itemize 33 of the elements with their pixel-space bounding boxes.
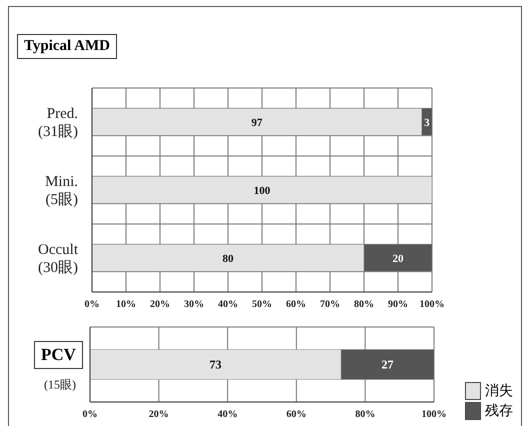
x-tick-label: 40%: [218, 409, 238, 420]
x-tick-label: 70%: [320, 299, 340, 310]
legend-label: 消失: [485, 382, 513, 400]
data-label: 80: [222, 252, 234, 265]
x-tick-label: 20%: [148, 409, 169, 420]
x-tick-label: 80%: [354, 299, 374, 310]
data-label: 20: [392, 252, 404, 265]
data-label: 27: [382, 358, 394, 372]
x-tick-label: 90%: [388, 299, 408, 310]
x-tick-label: 100%: [420, 299, 444, 310]
x-tick-label: 40%: [218, 299, 238, 310]
x-tick-label: 0%: [82, 409, 98, 420]
x-tick-label: 50%: [252, 299, 272, 310]
legend-label: 残存: [485, 402, 513, 420]
y-tick-label: Mini. (5眼): [45, 174, 78, 208]
x-tick-label: 0%: [84, 299, 100, 310]
chart-title: Typical AMD: [17, 34, 117, 59]
data-label: 73: [210, 358, 222, 372]
data-label: 100: [254, 184, 271, 197]
y-tick-label: Occult (30眼): [38, 242, 79, 276]
x-tick-label: 60%: [286, 409, 306, 420]
x-tick-label: 20%: [150, 299, 170, 310]
y-tick-label: Pred. (31眼): [38, 106, 78, 140]
y-tick-label: (15眼): [44, 378, 76, 392]
text: PCV: [34, 341, 83, 369]
data-label: 3: [424, 116, 430, 129]
x-tick-label: 10%: [116, 299, 136, 310]
bar: [92, 176, 432, 204]
x-tick-label: 60%: [286, 299, 306, 310]
x-tick-label: 30%: [184, 299, 204, 310]
x-tick-label: 80%: [355, 409, 376, 420]
x-tick-label: 100%: [422, 409, 446, 420]
data-label: 97: [251, 116, 263, 129]
